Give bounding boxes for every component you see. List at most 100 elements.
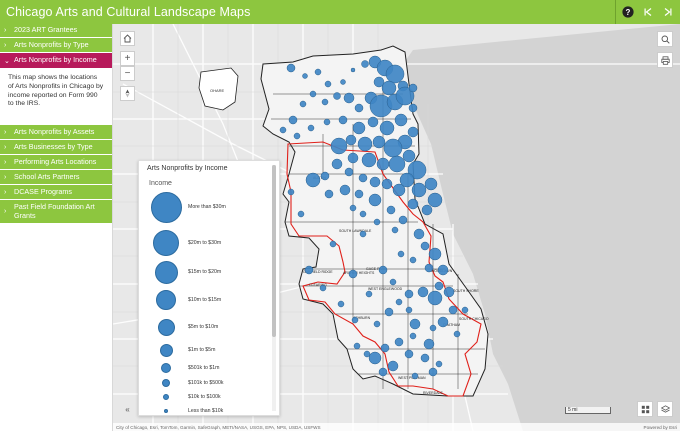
nonprofit-symbol[interactable] <box>384 307 394 317</box>
home-button[interactable] <box>120 31 135 46</box>
nonprofit-symbol[interactable] <box>349 204 357 212</box>
nonprofit-symbol[interactable] <box>333 92 341 100</box>
nonprofit-symbol[interactable] <box>307 124 315 132</box>
nonprofit-symbol[interactable] <box>420 241 430 251</box>
nonprofit-symbol[interactable] <box>354 189 364 199</box>
nonprofit-symbol[interactable] <box>324 80 332 88</box>
nonprofit-symbol[interactable] <box>427 290 443 306</box>
nonprofit-symbol[interactable] <box>395 86 415 106</box>
map-view[interactable]: OHARE AUSTIN SOUTH LAWNDALE GARFIELD RID… <box>113 24 680 431</box>
nonprofit-symbol[interactable] <box>339 184 351 196</box>
nonprofit-symbol[interactable] <box>404 349 414 359</box>
nonprofit-symbol[interactable] <box>368 351 382 365</box>
nonprofit-symbol[interactable] <box>367 116 379 128</box>
compass-button[interactable] <box>120 86 135 101</box>
nonprofit-symbol[interactable] <box>344 167 354 177</box>
help-button[interactable]: ? <box>620 4 636 20</box>
nonprofit-symbol[interactable] <box>399 172 415 188</box>
nonprofit-symbol[interactable] <box>305 172 321 188</box>
nonprofit-symbol[interactable] <box>348 269 358 279</box>
nonprofit-symbol[interactable] <box>373 218 381 226</box>
nonprofit-symbol[interactable] <box>434 281 444 291</box>
sidebar-item-field-foundation-grants[interactable]: › Past Field Foundation Art Grants <box>0 200 112 224</box>
nonprofit-symbol[interactable] <box>378 367 388 377</box>
nonprofit-symbol[interactable] <box>383 138 403 158</box>
nonprofit-symbol[interactable] <box>347 152 359 164</box>
nonprofit-symbol[interactable] <box>351 316 359 324</box>
nonprofit-symbol[interactable] <box>428 247 442 261</box>
nonprofit-symbol[interactable] <box>321 98 329 106</box>
nonprofit-symbol[interactable] <box>423 338 435 350</box>
nonprofit-symbol[interactable] <box>402 149 416 163</box>
previous-button[interactable] <box>640 4 656 20</box>
nonprofit-symbol[interactable] <box>373 76 385 88</box>
search-button[interactable] <box>657 31 673 47</box>
nonprofit-symbol[interactable] <box>376 157 390 171</box>
nonprofit-symbol[interactable] <box>443 286 455 298</box>
sidebar-item-nonprofits-by-assets[interactable]: › Arts Nonprofits by Assets <box>0 125 112 140</box>
nonprofit-symbol[interactable] <box>388 155 406 173</box>
nonprofit-symbol[interactable] <box>420 353 430 363</box>
nonprofit-symbol[interactable] <box>408 83 418 93</box>
nonprofit-symbol[interactable] <box>338 115 348 125</box>
powered-by-text[interactable]: Powered by Esri <box>643 424 677 430</box>
nonprofit-symbol[interactable] <box>391 226 399 234</box>
nonprofit-symbol[interactable] <box>361 60 369 68</box>
nonprofit-symbol[interactable] <box>288 115 298 125</box>
nonprofit-symbol[interactable] <box>381 80 397 96</box>
nonprofit-symbol[interactable] <box>427 192 443 208</box>
nonprofit-symbol[interactable] <box>448 305 458 315</box>
nonprofit-symbol[interactable] <box>409 256 417 264</box>
nonprofit-symbol[interactable] <box>437 264 449 276</box>
next-button[interactable] <box>660 4 676 20</box>
nonprofit-symbol[interactable] <box>404 289 414 299</box>
nonprofit-symbol[interactable] <box>337 300 345 308</box>
nonprofit-symbol[interactable] <box>378 265 388 275</box>
nonprofit-symbol[interactable] <box>407 160 427 180</box>
nonprofit-symbol[interactable] <box>461 306 469 314</box>
nonprofit-symbol[interactable] <box>405 306 413 314</box>
nonprofit-symbol[interactable] <box>395 298 403 306</box>
nonprofit-symbol[interactable] <box>398 215 408 225</box>
nonprofit-symbol[interactable] <box>417 286 429 298</box>
nonprofit-symbol[interactable] <box>297 210 305 218</box>
nonprofit-symbol[interactable] <box>340 79 346 85</box>
nonprofit-symbol[interactable] <box>343 92 355 104</box>
nonprofit-symbol[interactable] <box>320 171 330 181</box>
nonprofit-symbol[interactable] <box>453 330 461 338</box>
basemap-gallery-button[interactable] <box>637 401 653 417</box>
nonprofit-symbol[interactable] <box>365 290 373 298</box>
nonprofit-symbol[interactable] <box>369 176 381 188</box>
nonprofit-symbol[interactable] <box>293 132 301 140</box>
nonprofit-symbol[interactable] <box>345 134 357 146</box>
nonprofit-symbol[interactable] <box>363 350 371 358</box>
layer-list-button[interactable] <box>657 401 673 417</box>
nonprofit-symbol[interactable] <box>407 126 419 138</box>
collapse-legend-button[interactable]: « <box>120 402 135 417</box>
nonprofit-symbol[interactable] <box>350 67 356 73</box>
nonprofit-symbol[interactable] <box>359 230 367 238</box>
nonprofit-symbol[interactable] <box>331 158 343 170</box>
nonprofit-symbol[interactable] <box>386 205 396 215</box>
nonprofit-symbol[interactable] <box>287 188 295 196</box>
nonprofit-symbol[interactable] <box>408 103 418 113</box>
nonprofit-symbol[interactable] <box>407 198 419 210</box>
sidebar-item-businesses-by-type[interactable]: › Arts Businesses by Type <box>0 140 112 155</box>
nonprofit-symbol[interactable] <box>385 64 405 84</box>
sidebar-item-school-arts-partners[interactable]: › School Arts Partners <box>0 170 112 185</box>
nonprofit-symbol[interactable] <box>324 189 334 199</box>
nonprofit-symbol[interactable] <box>381 178 393 190</box>
nonprofit-symbol[interactable] <box>359 210 367 218</box>
nonprofit-symbol[interactable] <box>368 193 382 207</box>
sidebar-item-nonprofits-by-type[interactable]: › Arts Nonprofits by Type <box>0 38 112 53</box>
nonprofit-symbol[interactable] <box>372 135 386 149</box>
nonprofit-symbol[interactable] <box>409 332 417 340</box>
nonprofit-symbol[interactable] <box>394 113 408 127</box>
nonprofit-symbol[interactable] <box>409 318 421 330</box>
nonprofit-symbol[interactable] <box>361 152 377 168</box>
nonprofit-symbol[interactable] <box>299 100 307 108</box>
sidebar-item-nonprofits-by-income[interactable]: ⌄ Arts Nonprofits by Income <box>0 53 112 69</box>
nonprofit-symbol[interactable] <box>424 263 434 273</box>
nonprofit-symbol[interactable] <box>357 136 373 152</box>
zoom-out-button[interactable]: − <box>120 66 135 81</box>
